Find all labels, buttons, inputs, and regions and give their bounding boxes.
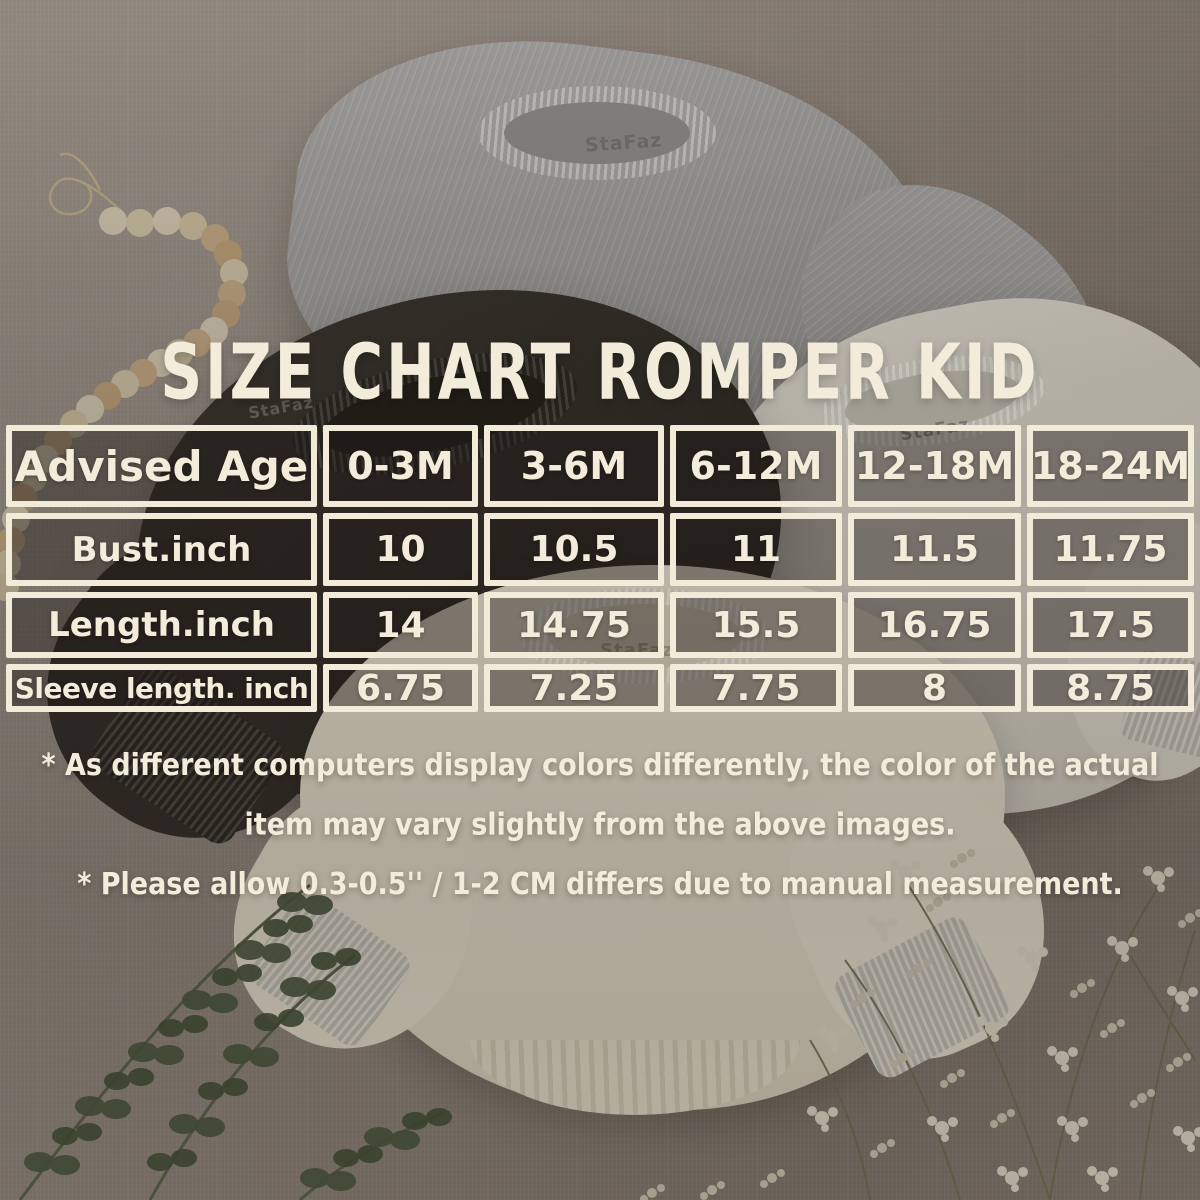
row-label-sleeve: Sleeve length. inch	[6, 664, 317, 712]
header-6-12m: 6-12M	[670, 425, 842, 507]
cell-bust-3-6m: 10.5	[484, 513, 664, 586]
disclaimer-line-1: * As different computers display colors …	[41, 748, 1159, 784]
cell-bust-18-24m: 11.75	[1027, 513, 1194, 586]
page-title: SIZE CHART ROMPER KID	[160, 327, 1040, 418]
twine-string	[48, 152, 126, 216]
cell-length-12-18m: 16.75	[848, 592, 1021, 658]
size-table: Advised Age 0-3M 3-6M 6-12M 12-18M 18-24…	[6, 425, 1194, 712]
cell-length-18-24m: 17.5	[1027, 592, 1194, 658]
cell-sleeve-3-6m: 7.25	[484, 664, 664, 712]
header-3-6m: 3-6M	[484, 425, 664, 507]
disclaimer-line-2: item may vary slightly from the above im…	[244, 807, 956, 843]
gray-romper-collar-opening	[504, 102, 690, 164]
cell-sleeve-12-18m: 8	[848, 664, 1021, 712]
cell-sleeve-6-12m: 7.75	[670, 664, 842, 712]
disclaimer: * As different computers display colors …	[0, 736, 1200, 914]
gray-romper-collar	[478, 86, 716, 180]
disclaimer-line-3: * Please allow 0.3-0.5'' / 1-2 CM differ…	[77, 867, 1123, 902]
cell-length-0-3m: 14	[323, 592, 478, 658]
cell-bust-6-12m: 11	[670, 513, 842, 586]
header-12-18m: 12-18M	[848, 425, 1021, 507]
header-advised-age: Advised Age	[6, 425, 317, 507]
cell-bust-0-3m: 10	[323, 513, 478, 586]
cell-length-6-12m: 15.5	[670, 592, 842, 658]
cell-sleeve-18-24m: 8.75	[1027, 664, 1194, 712]
cell-sleeve-0-3m: 6.75	[323, 664, 478, 712]
row-label-length: Length.inch	[6, 592, 317, 658]
cell-bust-12-18m: 11.5	[848, 513, 1021, 586]
row-label-bust: Bust.inch	[6, 513, 317, 586]
babys-breath-flowers	[640, 849, 1200, 1200]
header-18-24m: 18-24M	[1027, 425, 1194, 507]
cell-length-3-6m: 14.75	[484, 592, 664, 658]
eucalyptus-branches	[18, 883, 452, 1200]
header-0-3m: 0-3M	[323, 425, 478, 507]
